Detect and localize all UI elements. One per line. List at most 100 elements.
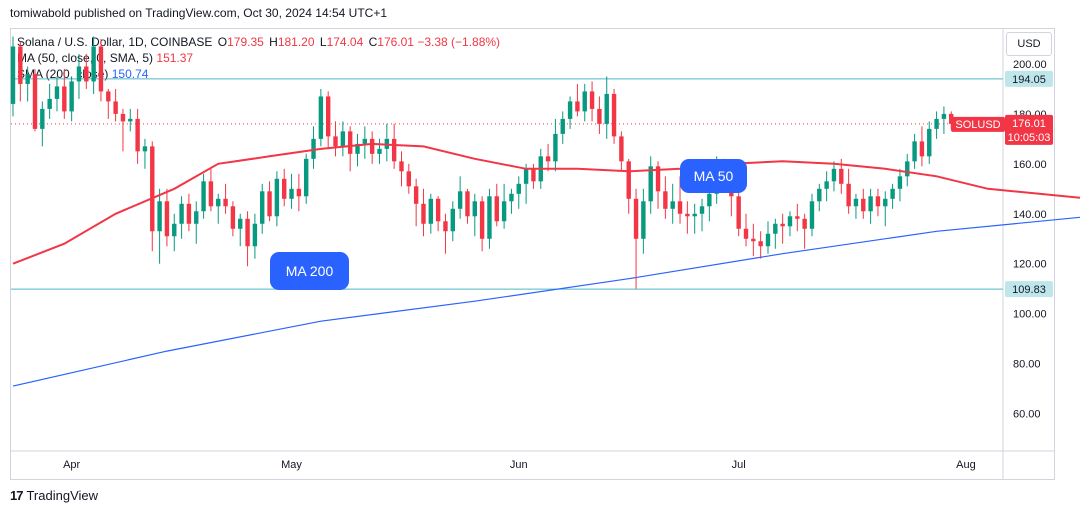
candle-body <box>69 81 74 112</box>
candle-body <box>633 198 639 239</box>
candle-body <box>560 118 565 134</box>
candle-body <box>509 193 514 202</box>
candle-body <box>934 118 939 129</box>
candle-body <box>780 223 785 227</box>
candle <box>54 76 60 112</box>
legend-close: 176.01 <box>377 35 414 49</box>
candle-body <box>377 148 382 154</box>
annotation-label: MA 50 <box>694 168 734 184</box>
candle <box>186 193 192 232</box>
candle <box>223 183 228 214</box>
annotation-label: MA 200 <box>286 263 334 279</box>
candle-body <box>333 136 338 147</box>
candle-body <box>98 46 104 92</box>
candle-body <box>890 188 895 199</box>
tradingview-logo-icon: 17 <box>10 488 24 503</box>
candle-body <box>472 201 477 217</box>
candle <box>362 126 368 159</box>
candle <box>450 201 455 242</box>
candle-body <box>751 238 756 242</box>
candle <box>553 118 558 172</box>
level-price-badge <box>1005 70 1053 87</box>
candle <box>457 176 463 219</box>
candle-body <box>120 113 126 122</box>
currency-button[interactable]: USD <box>1006 32 1052 56</box>
candle <box>369 131 375 164</box>
candle <box>817 183 822 212</box>
candle <box>172 213 177 252</box>
legend-symbol[interactable]: Solana / U.S. Dollar, 1D, COINBASE <box>17 35 213 49</box>
candle-body <box>487 196 492 239</box>
candle <box>802 213 807 249</box>
candle <box>157 188 162 264</box>
legend-symbol-row[interactable]: Solana / U.S. Dollar, 1D, COINBASE O179.… <box>17 34 500 50</box>
candle <box>69 76 74 122</box>
candle <box>560 111 565 144</box>
candle <box>692 203 697 234</box>
candle-body <box>443 221 448 232</box>
candle <box>201 173 206 219</box>
candle <box>795 203 800 232</box>
candle-body <box>54 86 60 99</box>
candle <box>274 171 280 227</box>
candle <box>47 83 52 119</box>
candle-body <box>238 218 243 229</box>
candle-body <box>692 213 697 217</box>
candle <box>194 201 199 244</box>
candle-body <box>846 183 851 207</box>
candle-body <box>406 171 412 187</box>
legend-ma50-label: MA (50, close, 0, SMA, 5) <box>17 51 154 65</box>
candle-body <box>494 196 499 222</box>
candle <box>516 176 521 209</box>
candle-body <box>216 198 221 207</box>
level-price-label: 109.83 <box>1012 284 1046 296</box>
candle <box>927 121 932 164</box>
y-tick-label: 100.00 <box>1013 309 1047 321</box>
candle-body <box>40 108 45 129</box>
candle <box>318 88 324 147</box>
y-tick-label: 160.00 <box>1013 159 1047 171</box>
candle-body <box>84 66 89 82</box>
legend-ma50-value: 151.37 <box>156 51 194 65</box>
candle-body <box>62 86 67 112</box>
x-tick-label: Aug <box>956 459 976 471</box>
annotation-badge <box>680 159 747 193</box>
candle-body <box>611 93 617 137</box>
candle <box>890 183 895 209</box>
candle <box>751 223 756 257</box>
candle-body <box>765 233 771 247</box>
candle-body <box>428 198 434 224</box>
candle-body <box>32 73 38 129</box>
sma200-line <box>12 216 1080 387</box>
candle-body <box>927 128 932 157</box>
candle-body <box>311 138 316 159</box>
candle-body <box>10 46 16 104</box>
candle <box>443 213 448 254</box>
candles-group <box>10 36 954 289</box>
candle <box>76 53 82 99</box>
candle <box>875 188 881 217</box>
candle-body <box>421 203 426 224</box>
chart-frame[interactable] <box>10 28 1055 480</box>
x-tick-label: Apr <box>63 459 80 471</box>
candle-body <box>457 191 463 209</box>
candle-body <box>604 93 609 124</box>
candle <box>633 188 639 289</box>
candle-body <box>853 198 859 207</box>
candle <box>267 181 272 222</box>
legend-ma50-row[interactable]: MA (50, close, 0, SMA, 5) 151.37 <box>17 50 500 66</box>
candle-body <box>113 101 118 114</box>
candle <box>905 153 910 187</box>
candle <box>641 188 646 254</box>
candle-body <box>208 181 214 207</box>
candle-body <box>648 166 653 202</box>
candle-body <box>626 161 631 199</box>
candle <box>567 96 573 129</box>
candle-body <box>787 216 793 227</box>
candle <box>743 213 749 247</box>
chart-legend: Solana / U.S. Dollar, 1D, COINBASE O179.… <box>17 34 500 82</box>
candle <box>18 41 23 102</box>
candle <box>883 191 888 227</box>
x-tick-label: May <box>281 459 302 471</box>
